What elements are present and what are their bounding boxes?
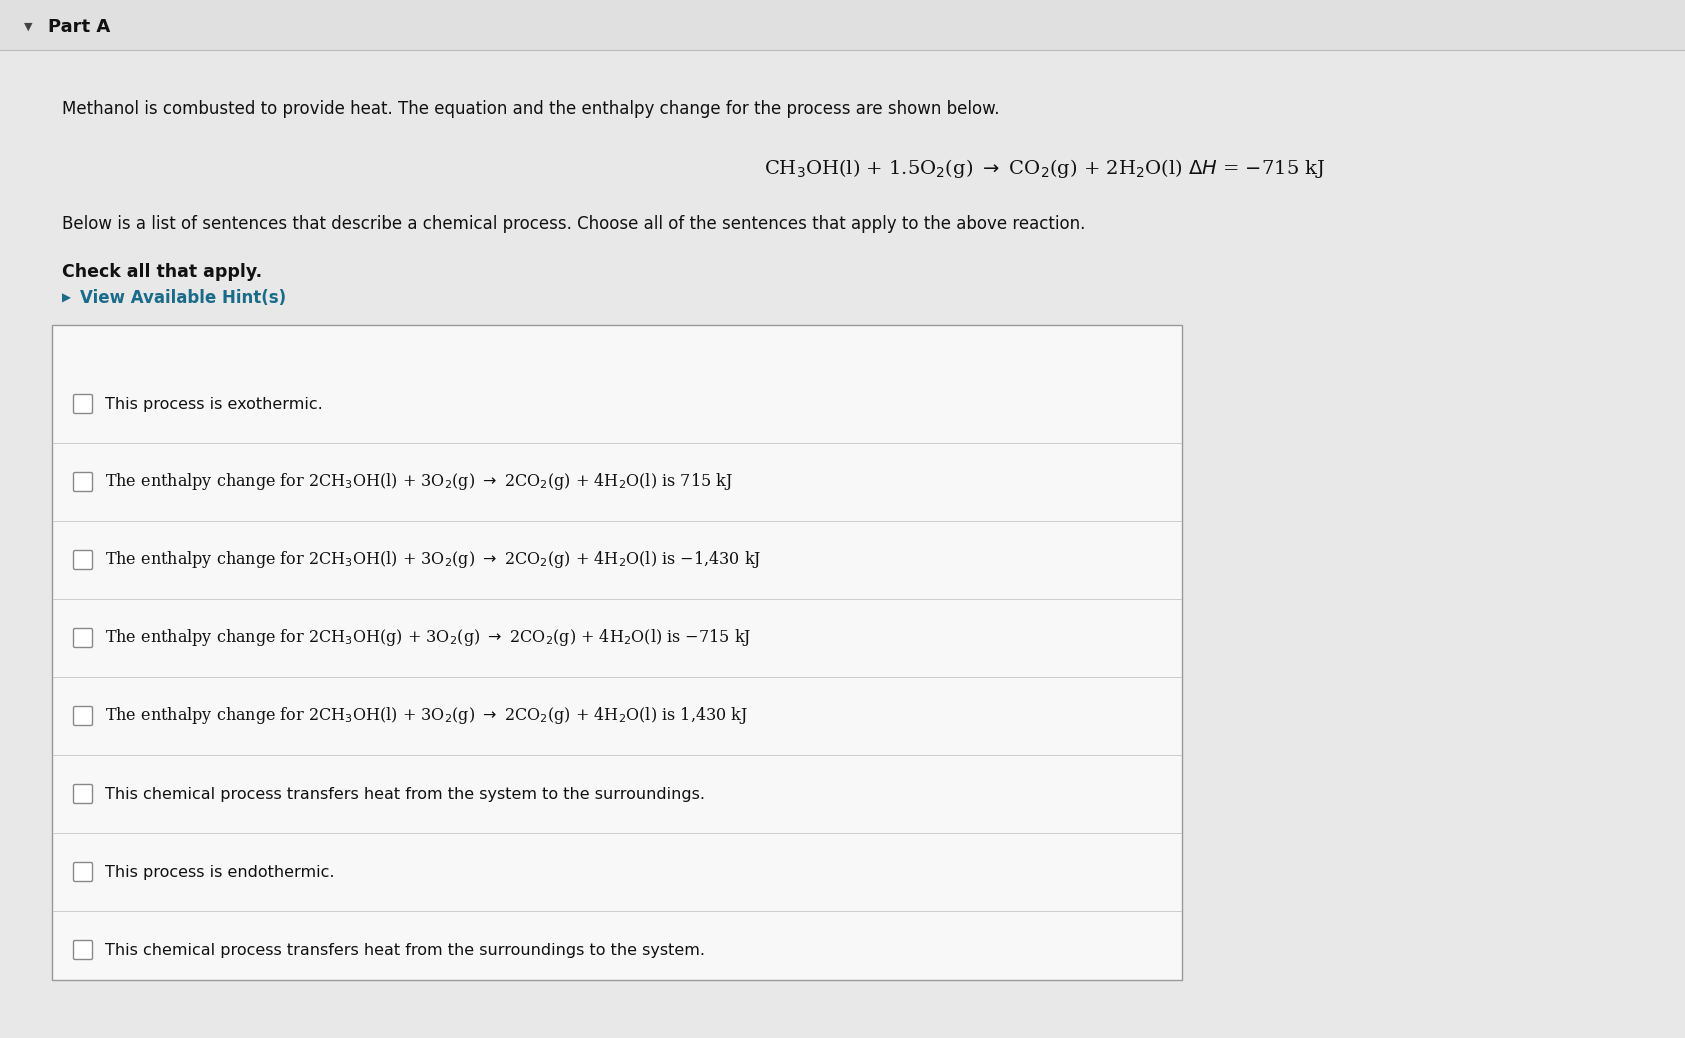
Text: View Available Hint(s): View Available Hint(s) [79, 289, 286, 307]
Text: ▶: ▶ [62, 292, 71, 304]
Text: This chemical process transfers heat from the system to the surroundings.: This chemical process transfers heat fro… [104, 787, 704, 801]
Text: The enthalpy change for 2CH$_3$OH(l) + 3O$_2$(g) $\rightarrow$ 2CO$_2$(g) + 4H$_: The enthalpy change for 2CH$_3$OH(l) + 3… [104, 706, 748, 727]
Text: The enthalpy change for 2CH$_3$OH(l) + 3O$_2$(g) $\rightarrow$ 2CO$_2$(g) + 4H$_: The enthalpy change for 2CH$_3$OH(l) + 3… [104, 549, 762, 571]
FancyBboxPatch shape [74, 785, 93, 803]
Text: Methanol is combusted to provide heat. The equation and the enthalpy change for : Methanol is combusted to provide heat. T… [62, 100, 999, 118]
FancyBboxPatch shape [74, 472, 93, 492]
Text: Below is a list of sentences that describe a chemical process. Choose all of the: Below is a list of sentences that descri… [62, 215, 1085, 233]
Text: ▼: ▼ [24, 22, 32, 32]
FancyBboxPatch shape [74, 707, 93, 726]
FancyBboxPatch shape [74, 550, 93, 570]
Text: The enthalpy change for 2CH$_3$OH(g) + 3O$_2$(g) $\rightarrow$ 2CO$_2$(g) + 4H$_: The enthalpy change for 2CH$_3$OH(g) + 3… [104, 628, 752, 649]
Text: This process is endothermic.: This process is endothermic. [104, 865, 335, 879]
Text: This process is exothermic.: This process is exothermic. [104, 397, 324, 411]
FancyBboxPatch shape [0, 0, 1685, 50]
Text: This chemical process transfers heat from the surroundings to the system.: This chemical process transfers heat fro… [104, 943, 704, 957]
FancyBboxPatch shape [52, 325, 1181, 980]
FancyBboxPatch shape [74, 394, 93, 413]
FancyBboxPatch shape [74, 628, 93, 648]
Text: The enthalpy change for 2CH$_3$OH(l) + 3O$_2$(g) $\rightarrow$ 2CO$_2$(g) + 4H$_: The enthalpy change for 2CH$_3$OH(l) + 3… [104, 471, 733, 492]
Text: Check all that apply.: Check all that apply. [62, 263, 263, 281]
FancyBboxPatch shape [74, 940, 93, 959]
Text: Part A: Part A [47, 18, 110, 36]
FancyBboxPatch shape [74, 863, 93, 881]
Text: CH$_3$OH(l) + 1.5O$_2$(g) $\rightarrow$ CO$_2$(g) + 2H$_2$O(l) $\Delta H$ = $-$7: CH$_3$OH(l) + 1.5O$_2$(g) $\rightarrow$ … [763, 157, 1326, 180]
